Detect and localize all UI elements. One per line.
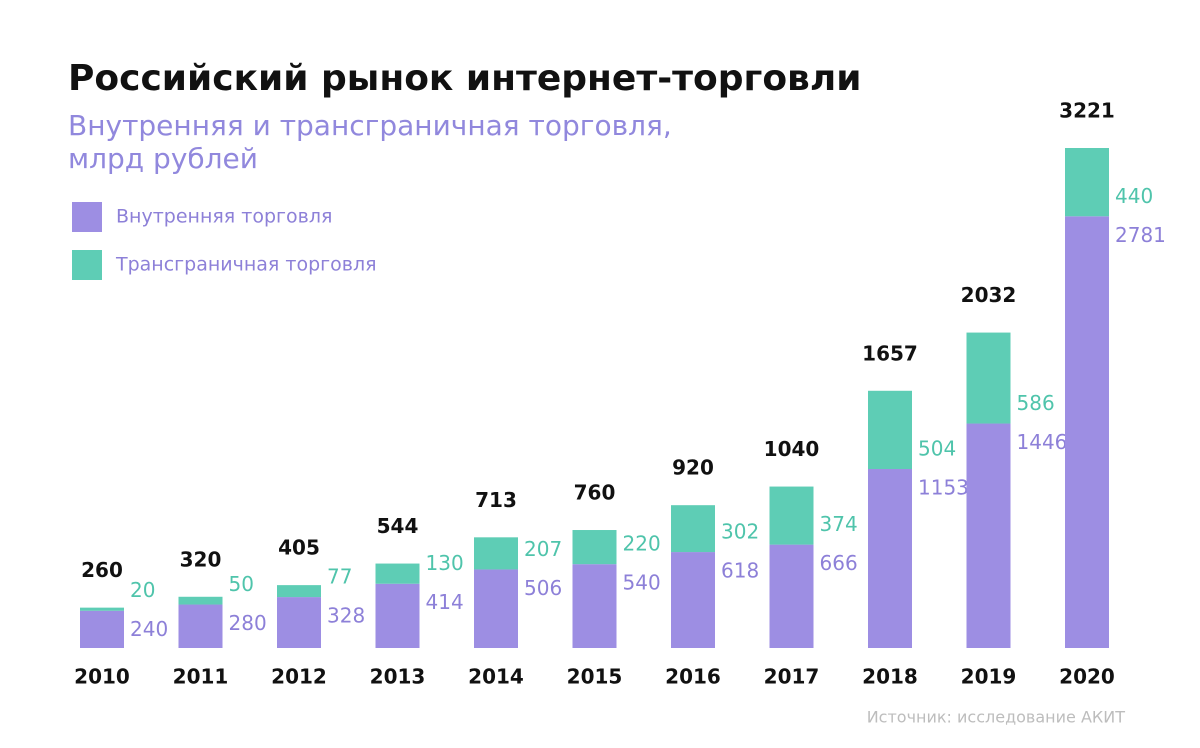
bar-segment xyxy=(474,569,518,648)
value-label: 207 xyxy=(524,537,562,561)
value-label: 414 xyxy=(426,590,464,614)
bar-segment xyxy=(1065,148,1109,217)
value-label: 1446 xyxy=(1017,430,1068,454)
value-label: 540 xyxy=(623,571,661,595)
value-label: 1153 xyxy=(918,476,969,500)
bar-segment xyxy=(966,423,1011,648)
legend-label: Внутренняя торговля xyxy=(116,206,332,228)
bar-segment xyxy=(572,564,617,648)
value-label: 586 xyxy=(1017,391,1055,415)
x-tick-label: 2013 xyxy=(370,665,426,689)
bar-segment xyxy=(375,563,420,584)
bar-segment xyxy=(868,469,912,648)
total-label: 2032 xyxy=(961,283,1017,307)
value-label: 440 xyxy=(1115,184,1153,208)
value-label: 77 xyxy=(327,565,352,589)
x-tick-label: 2016 xyxy=(665,665,721,689)
x-tick-label: 2012 xyxy=(271,665,327,689)
value-label: 328 xyxy=(327,604,365,628)
total-label: 260 xyxy=(81,558,123,582)
bar-segment xyxy=(868,390,912,470)
value-label: 618 xyxy=(721,559,759,583)
value-label: 280 xyxy=(229,611,267,635)
value-label: 2781 xyxy=(1115,223,1166,247)
total-label: 3221 xyxy=(1059,99,1115,123)
bar-segment xyxy=(80,607,124,611)
value-label: 374 xyxy=(820,512,858,536)
bar-segment xyxy=(375,583,420,648)
value-label: 240 xyxy=(130,617,168,641)
value-label: 20 xyxy=(130,578,155,602)
value-label: 302 xyxy=(721,520,759,544)
total-label: 920 xyxy=(672,456,714,480)
total-label: 320 xyxy=(180,547,222,571)
bar-segment xyxy=(966,332,1011,424)
chart-subtitle: Внутренняя и трансграничная торговля, xyxy=(68,109,672,142)
value-label: 130 xyxy=(426,551,464,575)
chart-subtitle: млрд рублей xyxy=(68,142,258,175)
source: Источник: исследование АКИТ xyxy=(867,708,1126,727)
chart-title: Российский рынок интернет-торговли xyxy=(68,58,861,99)
legend-label: Трансграничная торговля xyxy=(115,254,377,276)
value-label: 50 xyxy=(229,572,254,596)
bar-segment xyxy=(572,530,617,565)
bar-segment xyxy=(769,486,814,545)
total-label: 760 xyxy=(574,481,616,505)
x-tick-label: 2020 xyxy=(1059,665,1115,689)
bar-segment xyxy=(671,552,715,648)
total-label: 1040 xyxy=(764,437,820,461)
total-label: 1657 xyxy=(862,341,918,365)
value-label: 504 xyxy=(918,437,956,461)
bar-segment xyxy=(178,604,223,648)
bar-segment xyxy=(474,537,518,570)
x-tick-label: 2018 xyxy=(862,665,918,689)
bar-segment xyxy=(1065,216,1109,649)
bar-segment xyxy=(277,597,321,648)
total-label: 544 xyxy=(377,514,419,538)
value-label: 220 xyxy=(623,532,661,556)
value-label: 506 xyxy=(524,576,562,600)
bar-segment xyxy=(80,610,124,648)
bar-segment xyxy=(769,544,814,648)
bar-segment xyxy=(178,596,223,605)
x-tick-label: 2010 xyxy=(74,665,130,689)
x-tick-label: 2017 xyxy=(764,665,820,689)
bar-segment xyxy=(277,585,321,598)
legend-swatch xyxy=(72,250,102,280)
value-label: 666 xyxy=(820,551,858,575)
x-tick-label: 2015 xyxy=(567,665,623,689)
total-label: 405 xyxy=(278,536,320,560)
total-label: 713 xyxy=(475,488,517,512)
x-tick-label: 2011 xyxy=(173,665,229,689)
x-tick-label: 2019 xyxy=(961,665,1017,689)
legend-swatch xyxy=(72,202,102,232)
bar-segment xyxy=(671,505,715,553)
x-tick-label: 2014 xyxy=(468,665,524,689)
